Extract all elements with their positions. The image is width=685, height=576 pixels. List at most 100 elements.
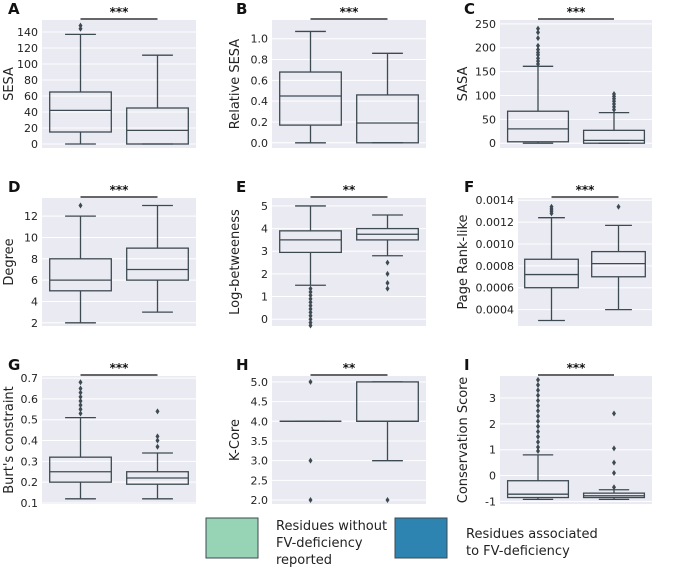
y-tick-label: 4.5 bbox=[251, 396, 269, 409]
significance-stars: ** bbox=[343, 361, 356, 375]
y-axis-label-I: Conservation Score bbox=[456, 377, 471, 504]
box bbox=[506, 110, 570, 143]
outlier-point bbox=[78, 406, 83, 413]
legend-label-group1-line1: Residues without bbox=[276, 519, 387, 534]
outlier-point bbox=[536, 428, 540, 435]
outlier-point bbox=[385, 279, 390, 286]
outlier-point bbox=[536, 46, 540, 53]
outlier-point bbox=[612, 459, 616, 466]
panel-letter-A: A bbox=[8, 0, 20, 18]
y-tick-label: 2 bbox=[261, 268, 268, 281]
y-tick-label: 0 bbox=[31, 138, 38, 151]
y-tick-label: 0.0004 bbox=[476, 304, 515, 317]
y-tick-label: 0.6 bbox=[251, 74, 269, 87]
outlier-point bbox=[155, 433, 160, 440]
box bbox=[279, 71, 342, 126]
y-tick-label: 3 bbox=[489, 392, 496, 405]
outlier-point bbox=[78, 379, 83, 386]
legend-swatch-group1 bbox=[205, 517, 259, 559]
legend-swatch-group2 bbox=[394, 517, 448, 559]
y-tick-label: 5 bbox=[261, 200, 268, 213]
y-tick-label: 0 bbox=[489, 137, 496, 150]
y-tick-label: 20 bbox=[24, 122, 38, 135]
box-group-2 bbox=[591, 203, 646, 311]
outlier-point bbox=[385, 270, 390, 277]
box-group-1 bbox=[279, 205, 342, 329]
box-group-2 bbox=[356, 381, 419, 504]
legend-label-group1-line2: FV-deficiency bbox=[276, 536, 363, 551]
y-tick-label: 80 bbox=[24, 74, 38, 87]
outlier-point bbox=[536, 376, 540, 383]
y-tick-label: 0.0012 bbox=[476, 216, 515, 229]
significance-stars: *** bbox=[110, 183, 130, 197]
outlier-point bbox=[536, 382, 540, 389]
significance-stars: *** bbox=[110, 5, 130, 19]
y-tick-label: 0 bbox=[489, 470, 496, 483]
y-tick-label: 12 bbox=[24, 210, 38, 223]
outlier-point bbox=[536, 423, 540, 430]
y-tick-label: 4.0 bbox=[251, 415, 269, 428]
y-tick-label: 0.4 bbox=[21, 435, 39, 448]
panel-letter-H: H bbox=[236, 356, 249, 374]
y-tick-label: 0.3 bbox=[21, 455, 39, 468]
y-axis-label-E: Log-betweeness bbox=[228, 209, 243, 315]
y-tick-label: 10 bbox=[24, 231, 38, 244]
outlier-point bbox=[155, 437, 160, 444]
box-group-1 bbox=[49, 379, 112, 500]
box-group-1 bbox=[506, 376, 570, 500]
y-tick-label: 0.1 bbox=[21, 497, 39, 510]
y-tick-label: 8 bbox=[31, 253, 38, 266]
box bbox=[49, 258, 112, 292]
panel-letter-B: B bbox=[236, 0, 247, 18]
significance-stars: *** bbox=[110, 361, 130, 375]
plot-area-I bbox=[500, 376, 652, 504]
panel-A: 0 20 40 60 80 100 120 140 A SESA *** bbox=[2, 0, 196, 151]
y-tick-label: 0 bbox=[261, 313, 268, 326]
y-axis-label-B: Relative SESA bbox=[228, 39, 243, 130]
panel-B: 0.0 0.2 0.4 0.6 0.8 1.0 B Relative SESA *** bbox=[228, 0, 426, 150]
significance-stars: *** bbox=[567, 361, 587, 375]
plot-area-B bbox=[272, 20, 426, 148]
y-tick-label: 0.5 bbox=[21, 414, 39, 427]
outlier-point bbox=[612, 410, 616, 417]
outlier-point bbox=[536, 402, 540, 409]
outlier-point bbox=[612, 91, 616, 98]
y-tick-label: 1 bbox=[489, 444, 496, 457]
y-tick-label: -1 bbox=[485, 495, 496, 508]
outlier-point bbox=[536, 35, 540, 42]
outlier-point bbox=[536, 407, 540, 414]
box bbox=[524, 258, 579, 289]
plot-area-E bbox=[272, 198, 426, 326]
legend-label-group2-line2: to FV-deficiency bbox=[466, 544, 570, 559]
y-axis-label-G: Burt's constraint bbox=[2, 386, 17, 494]
y-tick-label: 2.0 bbox=[251, 494, 269, 507]
box bbox=[582, 129, 646, 144]
box-group-2 bbox=[126, 408, 189, 500]
outlier-point bbox=[308, 302, 313, 309]
y-tick-label: 0.6 bbox=[21, 393, 39, 406]
y-tick-label: 40 bbox=[24, 106, 38, 119]
y-axis-label-D: Degree bbox=[2, 238, 17, 285]
box-group-1 bbox=[524, 203, 579, 322]
outlier-point bbox=[78, 397, 83, 404]
outlier-point bbox=[549, 203, 554, 210]
outlier-point bbox=[385, 497, 390, 504]
box-group-1 bbox=[279, 378, 342, 504]
outlier-point bbox=[308, 309, 313, 316]
y-tick-label: 120 bbox=[17, 42, 38, 55]
outlier-point bbox=[155, 408, 160, 415]
y-tick-label: 200 bbox=[475, 42, 496, 55]
box-group-2 bbox=[356, 214, 419, 292]
box-group-1 bbox=[506, 25, 570, 144]
outlier-point bbox=[536, 397, 540, 404]
panel-letter-F: F bbox=[464, 178, 474, 196]
box bbox=[126, 107, 189, 145]
outlier-point bbox=[385, 285, 390, 292]
significance-stars: *** bbox=[340, 5, 360, 19]
outlier-point bbox=[536, 413, 540, 420]
significance-stars: *** bbox=[576, 183, 596, 197]
box bbox=[49, 91, 112, 133]
outlier-point bbox=[612, 484, 616, 491]
